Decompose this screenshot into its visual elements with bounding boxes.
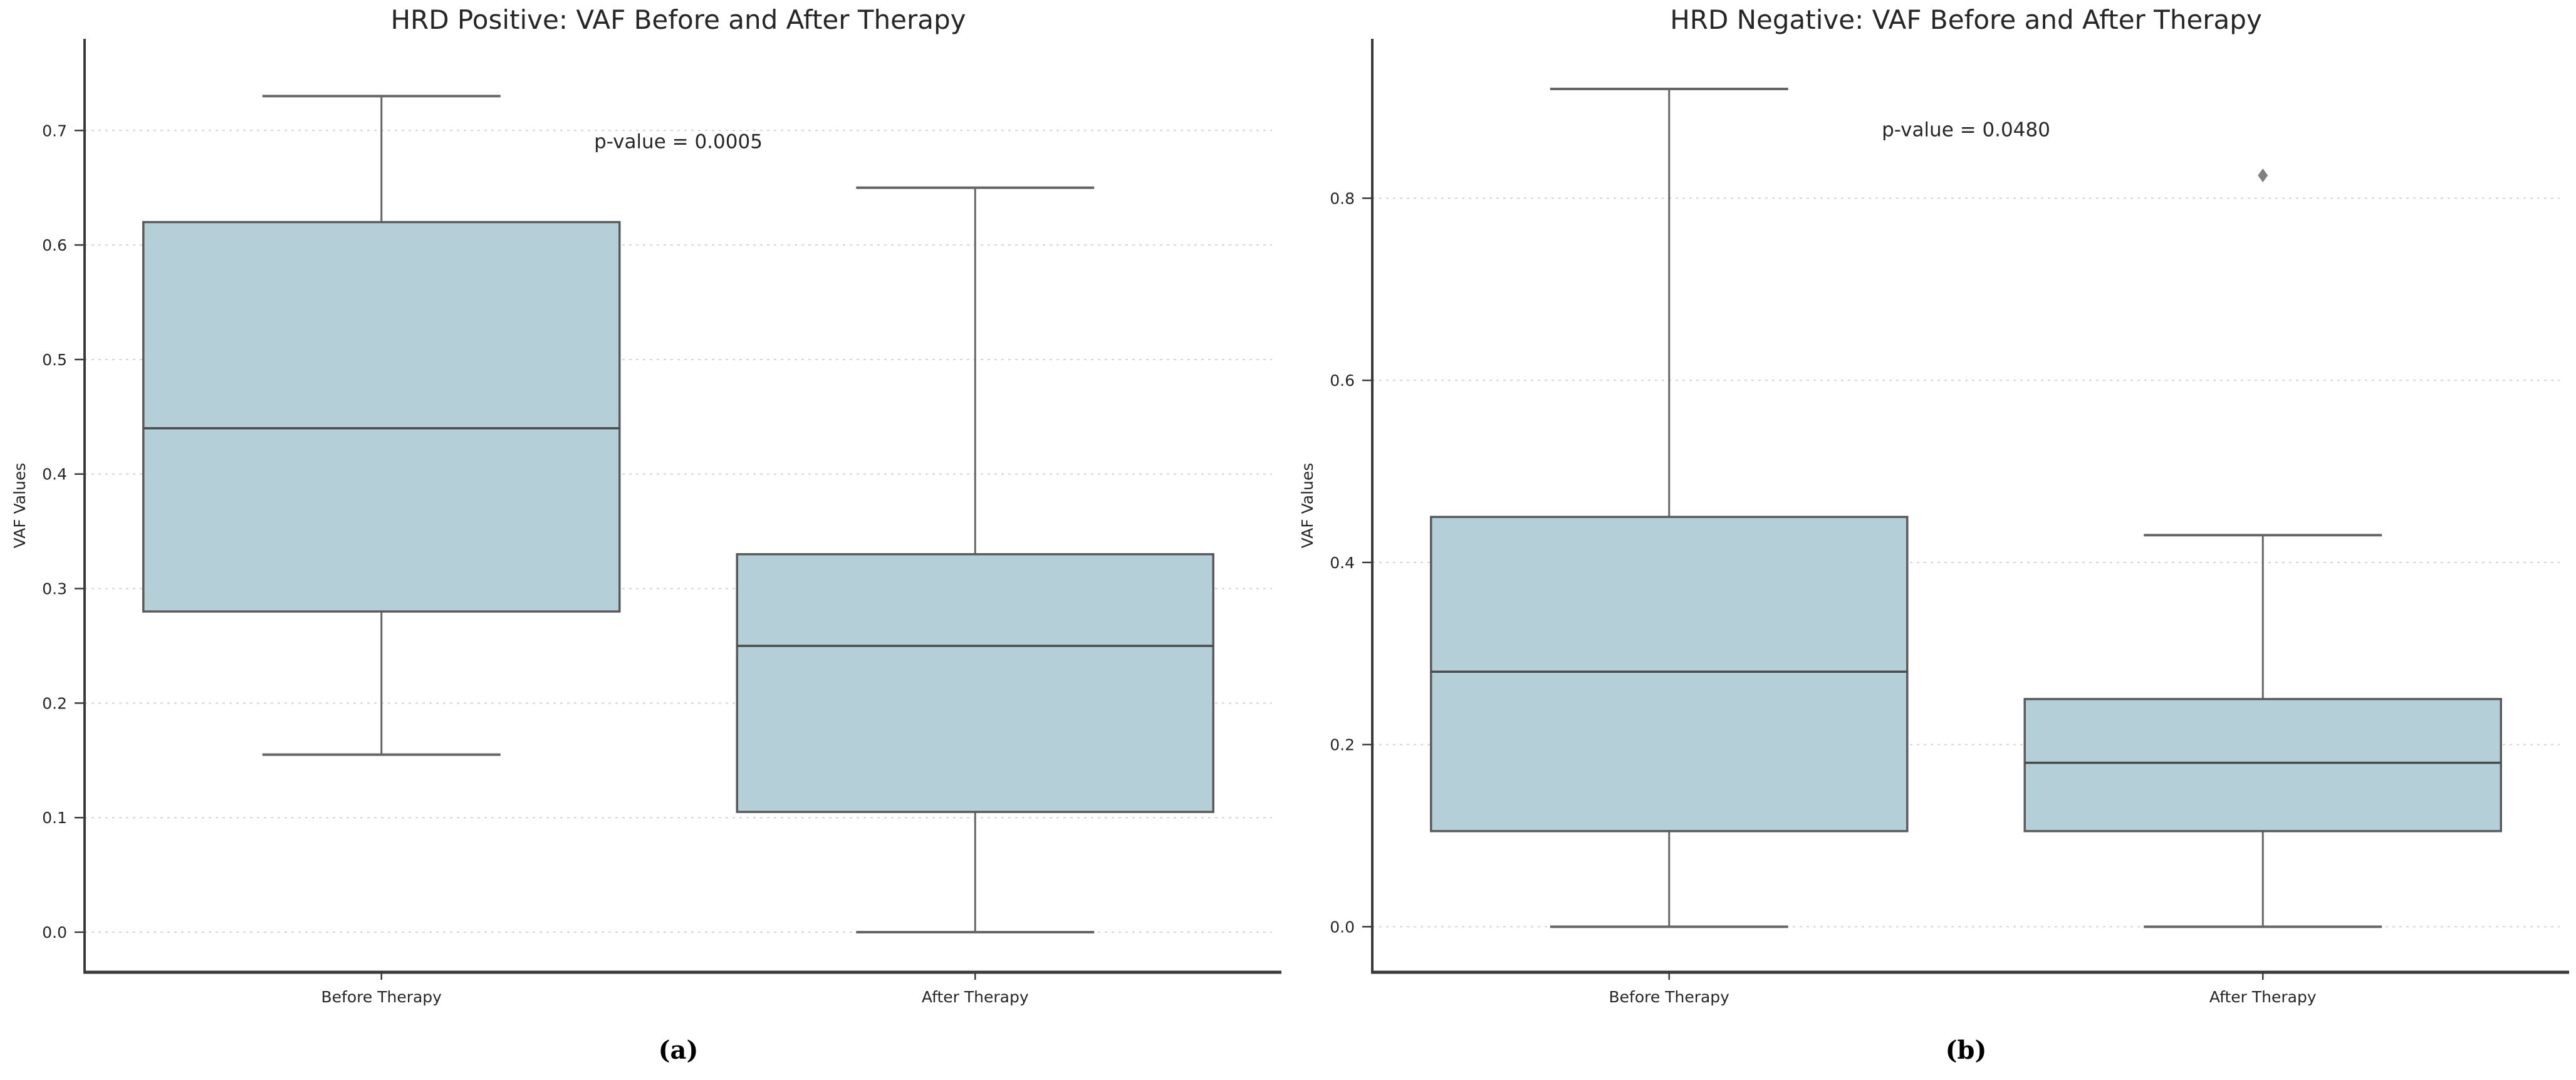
y-tick-label: 0.0 xyxy=(42,923,67,942)
x-tick-label: Before Therapy xyxy=(321,988,442,1006)
chart-title: HRD Negative: VAF Before and After Thera… xyxy=(1670,4,2262,35)
y-tick-label: 0.6 xyxy=(42,236,67,254)
subfigure-caption: (a) xyxy=(659,1036,699,1065)
p-value-annotation: p-value = 0.0005 xyxy=(594,131,763,153)
chart-title: HRD Positive: VAF Before and After Thera… xyxy=(390,4,966,35)
y-axis-label: VAF Values xyxy=(1298,463,1317,549)
y-tick-label: 0.7 xyxy=(42,122,67,140)
outlier-point xyxy=(2258,169,2268,183)
panel-b: 0.0 0.2 0.4 0.6 0.8 VAF Values HRD Negative: V… xyxy=(1298,4,2569,1065)
box-before-therapy xyxy=(142,221,621,613)
box-after-therapy xyxy=(2023,698,2502,833)
y-tick-label: 0.0 xyxy=(1330,918,1355,936)
subfigure-caption: (b) xyxy=(1946,1036,1987,1065)
x-tick-label: After Therapy xyxy=(922,988,1029,1006)
y-tick-label: 0.4 xyxy=(42,465,67,484)
x-tick-label: After Therapy xyxy=(2209,988,2317,1006)
box-after-therapy xyxy=(736,553,1214,813)
y-tick-label: 0.3 xyxy=(42,580,67,598)
y-tick-label: 0.1 xyxy=(42,809,67,827)
p-value-annotation: p-value = 0.0480 xyxy=(1882,118,2050,141)
x-tick-label: Before Therapy xyxy=(1609,988,1730,1006)
y-axis-label: VAF Values xyxy=(11,463,29,549)
y-tick-label: 0.5 xyxy=(42,351,67,369)
panel-a: 0.0 0.1 0.2 0.3 0.4 0.5 0.6 0.7 VAF Values HRD Po… xyxy=(11,4,1281,1065)
y-tick-label: 0.2 xyxy=(42,694,67,712)
y-tick-label: 0.4 xyxy=(1330,554,1355,572)
y-tick-label: 0.6 xyxy=(1330,371,1355,390)
y-tick-label: 0.2 xyxy=(1330,736,1355,754)
y-tick-label: 0.8 xyxy=(1330,189,1355,207)
box-before-therapy xyxy=(1430,516,1909,833)
